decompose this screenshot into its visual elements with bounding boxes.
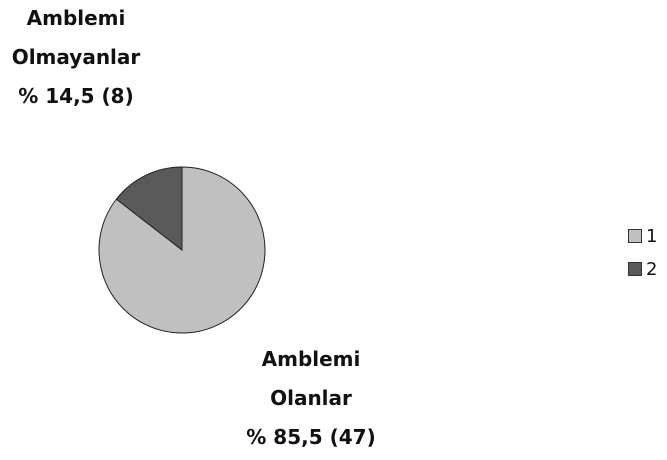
slice-label-line: Amblemi	[26, 6, 126, 30]
legend-swatch	[628, 262, 642, 276]
slice-label-line: % 14,5 (8)	[18, 84, 134, 108]
legend: 1 2	[628, 225, 658, 293]
slice-label-line: % 85,5 (47)	[246, 425, 376, 449]
slice-label-line: Amblemi	[261, 347, 361, 371]
slice-label-line: Olmayanlar	[11, 45, 141, 69]
legend-label: 2	[646, 258, 658, 280]
pie-slice-1	[98, 166, 266, 334]
slice-label-line: Olanlar	[270, 386, 352, 410]
slice-label-olmayanlar: Amblemi Olmayanlar % 14,5 (8)	[0, 0, 152, 116]
slice-label-olanlar: Amblemi Olanlar % 85,5 (47)	[206, 340, 416, 457]
legend-item-1: 1	[628, 225, 658, 247]
legend-swatch	[628, 229, 642, 243]
legend-label: 1	[646, 225, 658, 247]
legend-item-2: 2	[628, 258, 658, 280]
pie-slice-2	[115, 166, 183, 252]
